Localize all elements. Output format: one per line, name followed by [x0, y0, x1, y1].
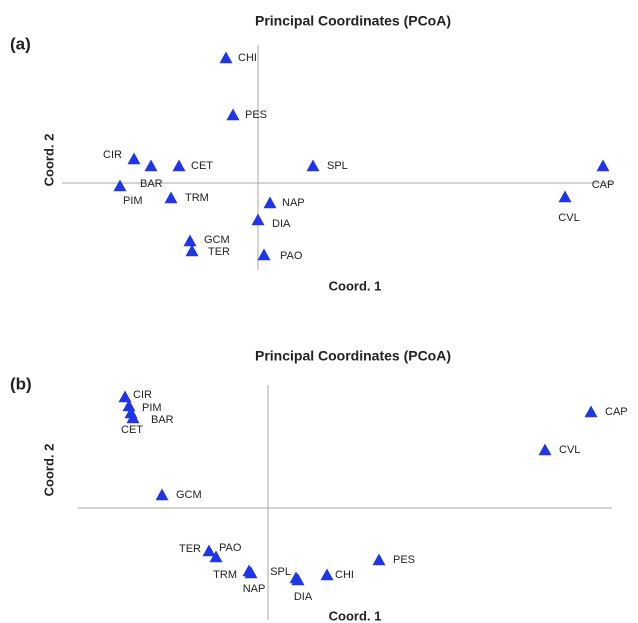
point-label: BAR [140, 178, 163, 190]
point-label: PAO [280, 250, 303, 262]
point-label: GCM [176, 489, 202, 501]
point-marker [596, 159, 610, 172]
point-marker [155, 488, 169, 501]
point-marker [306, 159, 320, 172]
point-label: TER [179, 543, 201, 555]
point-label: CVL [559, 444, 580, 456]
point-marker [584, 405, 598, 418]
point-label: CIR [103, 149, 122, 161]
point-label: TER [208, 246, 230, 258]
point-label: CET [191, 160, 213, 172]
point-label: NAP [282, 197, 305, 209]
point-marker [219, 51, 233, 64]
point-label: BAR [151, 414, 174, 426]
point-marker [320, 568, 334, 581]
chart-title: Principal Coordinates (PCoA) [255, 348, 451, 364]
point-marker [538, 443, 552, 456]
point-marker [127, 152, 141, 165]
point-label: CHI [335, 569, 354, 581]
point-label: PIM [123, 195, 143, 207]
point-label: DIA [272, 218, 291, 230]
point-label: CHI [238, 52, 257, 64]
point-marker [126, 411, 140, 424]
point-label: NAP [243, 583, 266, 595]
point-marker [263, 196, 277, 209]
x-axis-label: Coord. 1 [329, 278, 382, 293]
point-label: CET [121, 424, 143, 436]
chart-title: Principal Coordinates (PCoA) [255, 13, 451, 29]
point-marker [558, 190, 572, 203]
point-marker [202, 544, 216, 557]
point-marker [226, 108, 240, 121]
panel-label: (a) [10, 34, 31, 53]
point-marker [372, 553, 386, 566]
point-marker [144, 159, 158, 172]
point-label: PAO [219, 542, 242, 554]
point-label: CAP [605, 406, 628, 418]
point-marker [291, 573, 305, 586]
point-marker [244, 566, 258, 579]
point-label: PES [245, 109, 267, 121]
point-marker [172, 159, 186, 172]
point-marker [113, 179, 127, 192]
point-label: CVL [558, 212, 579, 224]
point-label: PIM [142, 402, 162, 414]
point-label: SPL [270, 566, 291, 578]
point-marker [118, 390, 132, 403]
point-marker [183, 234, 197, 247]
point-marker [122, 399, 136, 412]
x-axis-label: Coord. 1 [329, 608, 382, 623]
point-marker [209, 550, 223, 563]
point-label: CAP [592, 179, 615, 191]
point-marker [185, 244, 199, 257]
point-label: TRM [213, 569, 237, 581]
y-axis-label: Coord. 2 [41, 134, 56, 187]
point-label: SPL [327, 160, 348, 172]
point-label: DIA [294, 591, 313, 603]
point-label: CIR [133, 389, 152, 401]
point-label: PES [393, 554, 415, 566]
panel-label: (b) [10, 374, 32, 393]
point-marker [257, 248, 271, 261]
point-label: TRM [185, 192, 209, 204]
y-axis-label: Coord. 2 [41, 444, 56, 497]
point-label: GCM [204, 234, 230, 246]
point-marker [164, 191, 178, 204]
point-marker [251, 213, 265, 226]
